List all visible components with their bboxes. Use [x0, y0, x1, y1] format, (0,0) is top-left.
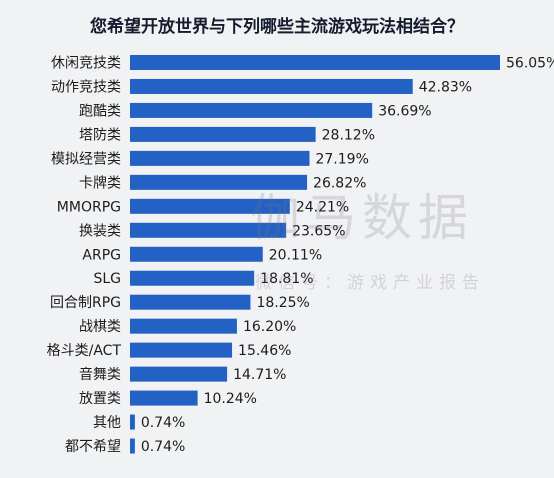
category-label: 战棋类	[79, 319, 121, 335]
watermark-brand: 伽马数据	[250, 189, 474, 247]
value-label: 0.74%	[141, 415, 185, 431]
bar	[130, 246, 263, 262]
value-label: 24.21%	[296, 199, 349, 215]
value-label: 28.12%	[322, 127, 375, 143]
value-label: 23.65%	[292, 223, 345, 239]
bar	[130, 390, 198, 406]
bar	[130, 414, 135, 430]
category-label: 休闲竞技类	[51, 55, 121, 72]
category-label: 格斗类/ACT	[47, 343, 122, 359]
value-label: 27.19%	[315, 151, 368, 167]
bar	[130, 318, 237, 334]
bar	[130, 198, 290, 214]
bar	[130, 222, 287, 238]
watermark-subtitle: 微信号：游戏产业报告	[255, 273, 485, 293]
category-label: SLG	[93, 271, 121, 287]
category-label: 动作竞技类	[51, 78, 121, 95]
bar	[130, 102, 373, 118]
value-label: 56.05%	[506, 56, 554, 72]
category-label: 都不希望	[65, 439, 121, 455]
value-label: 36.69%	[378, 103, 431, 119]
category-label: 音舞类	[79, 366, 121, 383]
bar	[130, 126, 316, 142]
category-label: 放置类	[79, 391, 121, 407]
bar	[130, 366, 228, 382]
value-label: 18.81%	[260, 271, 313, 287]
bar	[130, 294, 251, 310]
bar	[130, 55, 500, 70]
category-label: 其他	[93, 415, 121, 431]
category-label: MMORPG	[57, 199, 121, 215]
bar	[130, 174, 308, 190]
value-label: 26.82%	[313, 175, 366, 191]
value-label: 0.74%	[141, 439, 185, 455]
value-label: 42.83%	[419, 79, 472, 95]
value-label: 10.24%	[204, 391, 257, 407]
bar	[130, 270, 255, 286]
value-label: 14.71%	[233, 367, 286, 383]
category-label: 模拟经营类	[51, 151, 121, 167]
category-label: 跑酷类	[79, 103, 121, 119]
category-label: 回合制RPG	[50, 295, 121, 311]
value-label: 15.46%	[238, 343, 291, 359]
bar	[130, 438, 135, 454]
chart-title: 您希望开放世界与下列哪些主流游戏玩法相结合？	[90, 17, 464, 37]
bar	[130, 78, 413, 94]
value-label: 18.25%	[256, 295, 309, 311]
bar	[130, 150, 310, 166]
value-label: 20.11%	[269, 247, 322, 263]
value-label: 16.20%	[243, 319, 296, 335]
category-label: 卡牌类	[79, 174, 121, 191]
category-label: ARPG	[82, 247, 121, 263]
category-label: 换装类	[79, 222, 121, 239]
bar	[130, 342, 233, 358]
category-label: 塔防类	[79, 127, 121, 143]
